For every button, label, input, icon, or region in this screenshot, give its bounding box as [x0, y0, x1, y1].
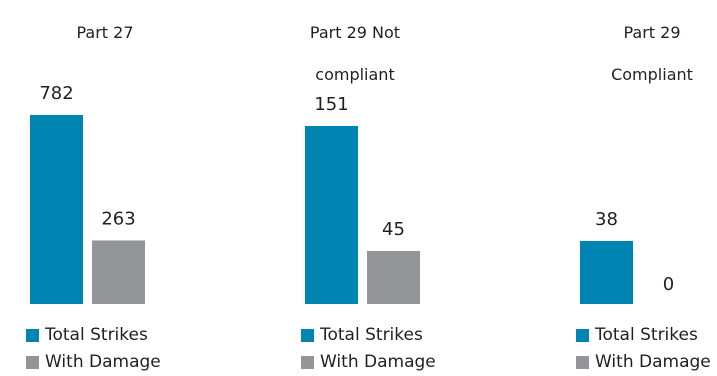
bar-with-damage — [92, 240, 145, 304]
data-label-total-strikes: 782 — [39, 83, 73, 104]
legend: Total Strikes With Damage — [301, 322, 436, 376]
data-label-with-damage: 263 — [101, 208, 135, 229]
bar-plot: 782 263 — [30, 83, 145, 304]
chart-title: Part 27 — [76, 23, 134, 42]
data-label-with-damage: 0 — [663, 274, 674, 295]
legend-item-with-damage: With Damage — [26, 349, 161, 376]
bar-total-strikes — [30, 115, 83, 304]
chart-title: Part 29 Not compliant — [309, 23, 401, 84]
legend-swatch-total — [576, 329, 589, 342]
chart-title: Part 29 Compliant — [611, 23, 693, 84]
legend: Total Strikes With Damage — [576, 322, 711, 376]
legend-label: With Damage — [320, 352, 436, 372]
chart-panel-part-27: Part 27 782 263 Total Strikes With Damage — [10, 0, 249, 373]
data-label-total-strikes: 151 — [314, 94, 348, 115]
legend-swatch-damage — [26, 356, 39, 369]
legend-label: Total Strikes — [45, 325, 148, 345]
legend-item-total-strikes: Total Strikes — [576, 322, 711, 349]
data-label-total-strikes: 38 — [595, 209, 618, 230]
legend-label: With Damage — [45, 352, 161, 372]
legend-swatch-total — [301, 329, 314, 342]
data-label-with-damage: 45 — [382, 219, 405, 240]
bar-total-strikes — [305, 126, 358, 304]
legend-swatch-damage — [576, 356, 589, 369]
legend-item-total-strikes: Total Strikes — [26, 322, 161, 349]
legend-label: With Damage — [595, 352, 711, 372]
chart-panel-part-29-not-compliant: Part 29 Not compliant 151 45 Total Strike… — [285, 0, 524, 373]
bar-plot: 151 45 — [305, 94, 420, 304]
legend-item-total-strikes: Total Strikes — [301, 322, 436, 349]
bar-with-damage — [367, 250, 420, 304]
legend-swatch-total — [26, 329, 39, 342]
legend-item-with-damage: With Damage — [576, 349, 711, 376]
legend-item-with-damage: With Damage — [301, 349, 436, 376]
legend-label: Total Strikes — [320, 325, 423, 345]
legend-swatch-damage — [301, 356, 314, 369]
bar-total-strikes — [580, 241, 633, 304]
legend: Total Strikes With Damage — [26, 322, 161, 376]
legend-label: Total Strikes — [595, 325, 698, 345]
chart-panel-part-29-compliant: Part 29 Compliant 38 0 Total Strikes With… — [560, 0, 717, 373]
bar-plot: 38 0 — [580, 209, 674, 304]
